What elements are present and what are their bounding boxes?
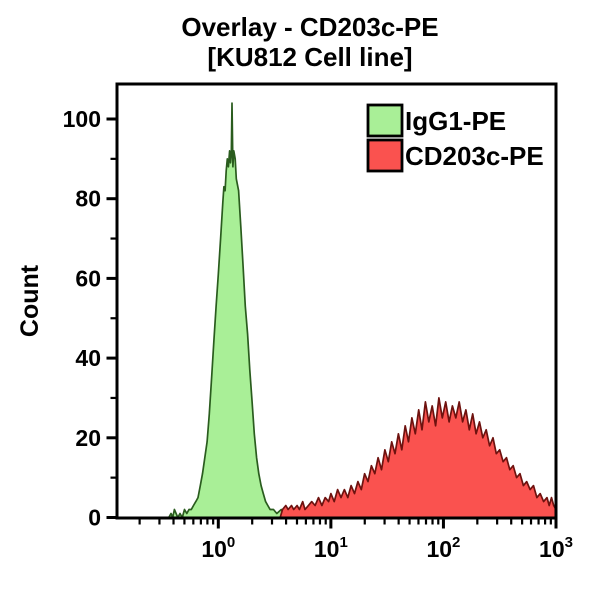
chart-title-line1: Overlay - CD203c-PE — [181, 12, 438, 42]
legend-label-igg1-pe: IgG1-PE — [405, 106, 506, 136]
x-tick-exponent: 0 — [227, 534, 235, 551]
y-tick-label: 60 — [75, 265, 101, 291]
y-tick-label: 20 — [75, 425, 101, 451]
plot-frame — [115, 82, 558, 520]
histogram-layers — [167, 102, 557, 519]
x-tick-exponent: 3 — [565, 534, 573, 551]
chart-title-line2: [KU812 Cell line] — [207, 42, 412, 72]
legend-swatch-igg1-pe — [366, 103, 404, 138]
legend-swatch-cd203c-pe — [366, 138, 404, 173]
x-tick-label: 103 — [539, 534, 573, 562]
y-tick-label: 0 — [88, 505, 101, 531]
x-tick-label: 100 — [201, 534, 235, 562]
axis-ticks — [106, 117, 558, 529]
y-tick-label: 80 — [75, 186, 101, 212]
y-tick-label: 40 — [75, 345, 101, 371]
legend: IgG1-PE CD203c-PE — [366, 103, 544, 173]
y-tick-label: 100 — [63, 106, 101, 132]
legend-label-cd203c-pe: CD203c-PE — [405, 141, 544, 171]
x-tick-label: 102 — [426, 534, 460, 562]
x-tick-exponent: 1 — [339, 534, 347, 551]
histogram-area-igg1-pe — [167, 102, 313, 519]
x-tick-exponent: 2 — [452, 534, 460, 551]
x-tick-label: 101 — [314, 534, 348, 562]
y-axis-label: Count — [16, 264, 44, 337]
histogram-area-cd203c-pe — [279, 397, 557, 519]
